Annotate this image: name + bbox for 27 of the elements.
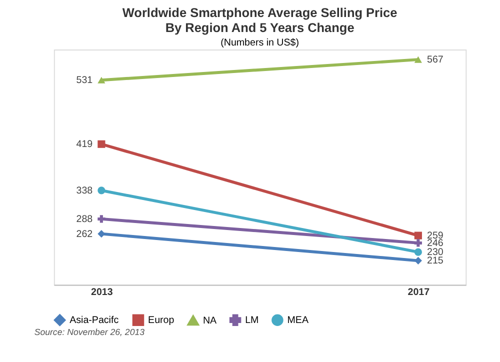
point — [98, 215, 106, 223]
point — [414, 232, 422, 240]
chart-title: Worldwide Smartphone Average Selling Price — [122, 5, 398, 20]
y-axis-title: (Numbers in US$) — [220, 38, 300, 49]
legend-label: LM — [245, 315, 259, 326]
data-label: 215 — [427, 256, 444, 267]
data-label: 288 — [76, 214, 94, 225]
point — [98, 186, 106, 194]
x-tick-label: 2013 — [91, 287, 114, 298]
legend-label: MEA — [287, 315, 309, 326]
point — [98, 140, 106, 148]
source-note: Source: November 26, 2013 — [34, 326, 145, 337]
data-label: 246 — [427, 238, 444, 249]
data-label: 419 — [76, 139, 93, 150]
point — [414, 256, 422, 264]
legend-label: Asia-Pacifc — [70, 315, 119, 326]
chart-subtitle: By Region And 5 Years Change — [165, 20, 354, 35]
point — [414, 248, 422, 256]
data-label: 567 — [427, 54, 444, 66]
data-label: 338 — [76, 185, 94, 196]
point — [98, 230, 106, 238]
x-tick-label: 2017 — [408, 287, 430, 298]
legend-label: Europ — [148, 315, 175, 326]
legend-label: NA — [202, 315, 218, 326]
data-label: 262 — [76, 228, 93, 240]
data-label: 531 — [76, 75, 93, 86]
point — [414, 239, 422, 247]
